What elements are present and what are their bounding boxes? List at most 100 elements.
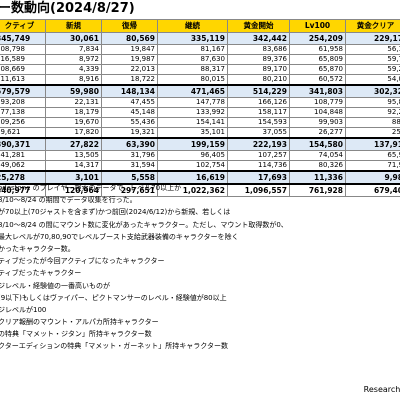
note-line: の特典「マメット・ジタン」所持キャラクター数 [0, 330, 152, 339]
table-cell: 55,436 [101, 117, 158, 128]
note-line: (9以下)もしくはヴァイパー、ピクトマンサーのレベル・経験値が80以上 [0, 293, 227, 302]
col-header-returning: 復帰 [101, 19, 158, 33]
table-cell: 69,621 [0, 127, 46, 139]
table-cell: 89,170 [227, 64, 290, 75]
table-cell: 514,229 [227, 84, 290, 98]
table-cell: 149,062 [0, 160, 46, 172]
table-cell: 26,277 [289, 127, 346, 139]
table-row: 193,20822,13147,455147,778166,126108,779… [0, 97, 400, 108]
table-cell: 81,167 [157, 44, 228, 55]
table-cell: 60,572 [289, 74, 346, 86]
table-cell: 30,061 [45, 32, 102, 45]
table-cell: 111,613 [0, 74, 46, 86]
table-cell: 22,013 [101, 64, 158, 75]
table-cell: 19,847 [101, 44, 158, 55]
table-cell: 59,7 [345, 54, 400, 65]
table-cell: 7,834 [45, 44, 102, 55]
table-cell: 133,992 [157, 107, 228, 118]
notes-section: odestone のプレイヤー検索のデータで、レベル70以上か 8/10〜8/24… [0, 182, 400, 353]
table-cell: 302,32 [345, 84, 400, 98]
table-cell: 222,193 [227, 137, 290, 151]
table-cell: 25, [345, 127, 400, 139]
table-cell: 87,630 [157, 54, 228, 65]
table-cell: 65,9 [345, 150, 400, 161]
note-line: ティブだったが今回アクティブになったキャラクター [0, 257, 165, 266]
table-cell: 8,972 [45, 54, 102, 65]
note-line: 8/10〜8/24 の間にマウント数に変化があったキャラクター。ただし、マウント… [0, 220, 288, 229]
table-cell: 116,589 [0, 54, 46, 65]
table-cell: 4,339 [45, 64, 102, 75]
table-cell: 47,455 [101, 97, 158, 108]
table-cell: 761,928 [289, 183, 346, 197]
note-line: ティブだったキャラクター [0, 269, 82, 278]
table-cell: 88, [345, 117, 400, 128]
table-cell: 193,208 [0, 97, 46, 108]
table-cell: 158,117 [227, 107, 290, 118]
table-cell: 99,903 [289, 117, 346, 128]
table-header-row: クティブ 新規 復帰 継続 黄金開始 Lv100 黄金クリア [0, 19, 400, 33]
table-cell: 80,569 [101, 32, 158, 45]
data-table: クティブ 新規 復帰 継続 黄金開始 Lv100 黄金クリア 345,74930… [0, 19, 400, 197]
table-cell: 19,321 [101, 127, 158, 139]
table-cell: 31,594 [101, 160, 158, 172]
table-cell: 154,580 [289, 137, 346, 151]
table-cell: 8,916 [45, 74, 102, 86]
table-cell: 37,055 [227, 127, 290, 139]
table-cell: 92,2 [345, 107, 400, 118]
table-cell: 579,579 [0, 84, 46, 98]
table-cell: 177,138 [0, 107, 46, 118]
note-line: ジレベル・経験値の一番高いものが [0, 281, 110, 290]
table-cell: 335,119 [157, 32, 228, 45]
table-row: 177,13818,17945,148133,992158,117104,848… [0, 107, 400, 118]
table-cell: 13,505 [45, 150, 102, 161]
table-cell: 18,722 [101, 74, 158, 86]
table-cell: 11,336 [289, 170, 346, 185]
table-cell: 199,159 [157, 137, 228, 151]
page-title: ー数動向(2024/8/27) [0, 1, 135, 16]
note-line: odestone のプレイヤー検索のデータで、レベル70以上か [0, 184, 182, 192]
table-cell: 88,317 [157, 64, 228, 75]
table-cell: 65,870 [289, 64, 346, 75]
table-cell: 71,9 [345, 160, 400, 172]
table-cell: 27,822 [45, 137, 102, 151]
table-cell: 74,054 [289, 150, 346, 161]
credit-text: Researched b [363, 385, 400, 394]
table-cell: 16,619 [157, 170, 228, 185]
table-body: 345,74930,06180,569335,119342,442254,209… [0, 32, 400, 197]
table-cell: 114,736 [227, 160, 290, 172]
table-cell: 19,670 [45, 117, 102, 128]
table-cell: 102,754 [157, 160, 228, 172]
table-cell: 679,40 [345, 183, 400, 197]
table-cell: 31,796 [101, 150, 158, 161]
table-cell: 141,281 [0, 150, 46, 161]
note-line: クリア報酬のマウント・アルパカ所持キャラクター [0, 318, 159, 327]
table-cell: 9,98 [345, 170, 400, 185]
table-cell: 209,256 [0, 117, 46, 128]
table-cell: 108,798 [0, 44, 46, 55]
table-row: 579,57959,980148,134471,465514,229341,80… [0, 84, 400, 98]
table-cell: 342,442 [227, 32, 290, 45]
table-cell: 345,749 [0, 32, 46, 45]
table-cell: 63,390 [101, 137, 158, 151]
table-cell: 390,371 [0, 137, 46, 151]
col-header-golden-clear: 黄金クリア [345, 19, 400, 33]
table-cell: 471,465 [157, 84, 228, 98]
table-cell: 83,686 [227, 44, 290, 55]
table-cell: 137,91 [345, 137, 400, 151]
table-cell: 254,209 [289, 32, 346, 45]
table-row: 149,06214,31731,594102,754114,73680,3267… [0, 160, 400, 172]
table-cell: 56,1 [345, 44, 400, 55]
table-cell: 59,980 [45, 84, 102, 98]
note-line: 8/10〜8/24 の期間でデータ収集を行った。 [0, 196, 137, 205]
table-cell: 25,278 [0, 170, 46, 185]
note-line: が70以上(70ジャストを含まず)かつ前回(2024/6/12)から新規、若しく… [0, 208, 231, 217]
table-row: 141,28113,50531,79696,405107,25774,05465… [0, 150, 400, 161]
table-cell: 65,809 [289, 54, 346, 65]
table-cell: 108,669 [0, 64, 46, 75]
table-cell: 154,141 [157, 117, 228, 128]
